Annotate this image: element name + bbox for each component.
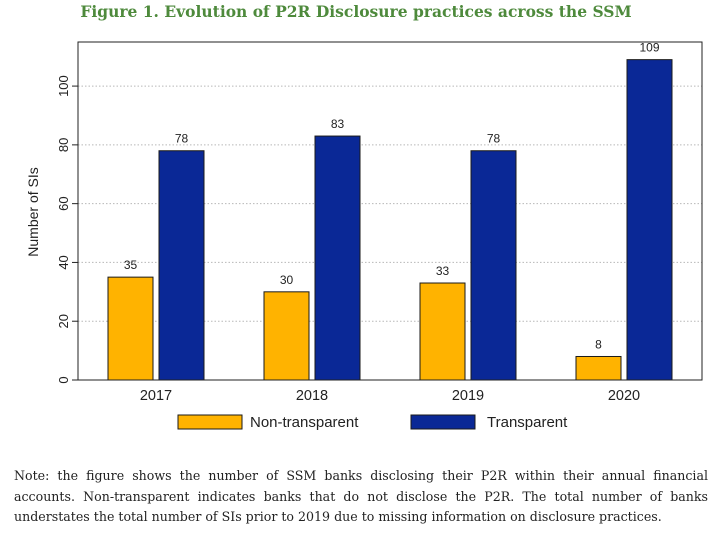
axes bbox=[77, 41, 703, 381]
bar-transparent bbox=[314, 135, 361, 381]
data-label: 109 bbox=[639, 41, 659, 55]
x-tick-labels: 2017 2018 2019 2020 bbox=[140, 388, 640, 404]
x-tick-label: 2020 bbox=[608, 388, 640, 404]
data-labels: 35 78 30 83 33 78 8 109 bbox=[124, 41, 660, 352]
x-tick-label: 2018 bbox=[296, 388, 328, 404]
y-tick-label: 40 bbox=[56, 255, 71, 269]
bar-transparent bbox=[470, 150, 517, 381]
y-tick-label: 100 bbox=[56, 75, 71, 97]
data-label: 33 bbox=[436, 264, 450, 278]
plot-frame bbox=[77, 41, 703, 381]
data-label: 83 bbox=[331, 117, 345, 131]
gridlines bbox=[78, 85, 702, 322]
legend: Non-transparent Transparent bbox=[177, 414, 568, 431]
bar-non-transparent bbox=[107, 276, 154, 381]
y-tick-label: 60 bbox=[56, 196, 71, 210]
y-ticks: 0 20 40 60 80 100 bbox=[56, 75, 78, 384]
bar-transparent bbox=[626, 59, 673, 381]
bar-non-transparent bbox=[419, 282, 466, 381]
data-label: 8 bbox=[595, 337, 602, 351]
data-label: 30 bbox=[280, 273, 294, 287]
bar-non-transparent bbox=[575, 355, 622, 381]
y-tick-label: 0 bbox=[56, 376, 71, 383]
legend-swatch bbox=[177, 414, 243, 430]
figure-title: Figure 1. Evolution of P2R Disclosure pr… bbox=[80, 2, 632, 21]
y-axis-title: Number of SIs bbox=[25, 167, 41, 256]
bar-non-transparent bbox=[263, 291, 310, 381]
figure-note: Note: the figure shows the number of SSM… bbox=[14, 468, 708, 524]
data-label: 78 bbox=[175, 132, 189, 146]
bars bbox=[107, 59, 673, 381]
x-tick-label: 2019 bbox=[452, 388, 484, 404]
legend-label: Transparent bbox=[487, 414, 568, 431]
y-tick-label: 80 bbox=[56, 138, 71, 152]
legend-swatch bbox=[410, 414, 476, 430]
x-tick-label: 2017 bbox=[140, 388, 172, 404]
data-label: 78 bbox=[487, 132, 501, 146]
data-label: 35 bbox=[124, 258, 138, 272]
bar-transparent bbox=[158, 150, 205, 381]
legend-label: Non-transparent bbox=[250, 414, 359, 431]
y-tick-label: 20 bbox=[56, 314, 71, 328]
